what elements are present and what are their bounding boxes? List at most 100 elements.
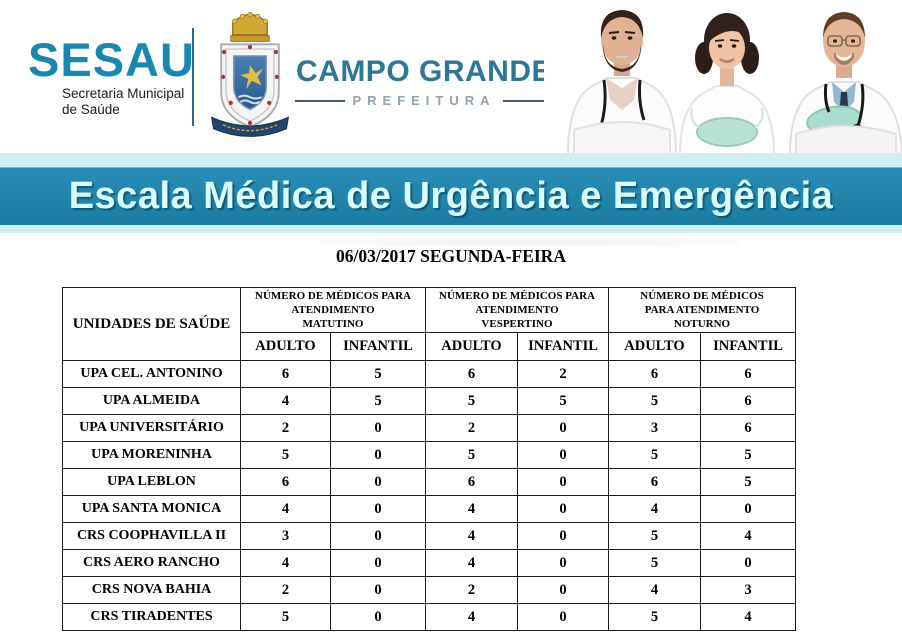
- group-header-row: UNIDADES DE SAÚDE NÚMERO DE MÉDICOS PARA…: [62, 287, 796, 361]
- sub-header-adulto: ADULTO: [240, 332, 331, 361]
- unit-name: CRS AERO RANCHO: [62, 549, 241, 577]
- doctor-count: 4: [700, 522, 796, 550]
- doctor-count: 0: [330, 414, 426, 442]
- sesau-subtitle-line2: de Saúde: [62, 102, 120, 118]
- unit-name: CRS COOPHAVILLA II: [62, 522, 241, 550]
- doctor-count: 4: [425, 522, 518, 550]
- doctor-count: 0: [330, 549, 426, 577]
- doctor-count: 4: [240, 549, 331, 577]
- unit-name: CRS TIRADENTES: [62, 603, 241, 631]
- doctor-count: 6: [240, 360, 331, 388]
- doctor-count: 5: [517, 387, 609, 415]
- three-doctors-photo: [544, 0, 902, 155]
- table-row: UPA UNIVERSITÁRIO 2 0 2 0 3 6: [62, 414, 796, 442]
- doctor-count: 5: [330, 360, 426, 388]
- doctor-count: 6: [608, 468, 701, 496]
- doctor-count: 5: [425, 387, 518, 415]
- sesau-subtitle-line1: Secretaria Municipal: [62, 86, 185, 101]
- doctor-count: 5: [700, 468, 796, 496]
- doctor-count: 0: [330, 441, 426, 469]
- unit-name: UPA SANTA MONICA: [62, 495, 241, 523]
- doctor-count: 5: [240, 603, 331, 631]
- doctor-count: 0: [330, 468, 426, 496]
- prefeitura-line-right: [502, 99, 553, 102]
- doctor-count: 6: [425, 468, 518, 496]
- group-header-line: NÚMERO DE MÉDICOS: [640, 289, 764, 302]
- group-header-line: MATUTINO: [302, 318, 364, 331]
- group-header-matutino: NÚMERO DE MÉDICOS PARA ATENDIMENTO MATUT…: [240, 287, 426, 333]
- doctor-count: 3: [700, 576, 796, 604]
- group-header-line: NÚMERO DE MÉDICOS PARA: [439, 289, 595, 302]
- group-header-line: NÚMERO DE MÉDICOS PARA: [255, 289, 411, 302]
- sub-header-adulto: ADULTO: [608, 332, 701, 361]
- logo-divider: [192, 28, 194, 126]
- banner-top-strip: [0, 153, 902, 167]
- schedule-table-body: UPA CEL. ANTONINO 6 5 6 2 6 6 UPA ALMEIDA 4 5 5 5 5 6…: [62, 360, 796, 631]
- doctor-count: 2: [240, 414, 331, 442]
- doctor-count: 0: [330, 522, 426, 550]
- doctor-count: 0: [517, 441, 609, 469]
- table-row: UPA SANTA MONICA 4 0 4 0 4 0: [62, 495, 796, 523]
- doctor-count: 0: [517, 522, 609, 550]
- doctor-count: 0: [517, 495, 609, 523]
- doctor-count: 2: [240, 576, 331, 604]
- sub-header-adulto: ADULTO: [425, 332, 518, 361]
- doctor-count: 0: [517, 468, 609, 496]
- doctor-count: 6: [608, 360, 701, 388]
- doctor-count: 5: [700, 441, 796, 469]
- group-header-noturno: NÚMERO DE MÉDICOS PARA ATENDIMENTO NOTUR…: [608, 287, 796, 333]
- doctor-count: 0: [330, 576, 426, 604]
- doctor-count: 0: [330, 495, 426, 523]
- page-title: Escala Médica de Urgência e Emergência: [68, 175, 834, 217]
- doctor-count: 4: [608, 576, 701, 604]
- unit-name: UPA UNIVERSITÁRIO: [62, 414, 241, 442]
- table-row: UPA LEBLON 6 0 6 0 6 5: [62, 468, 796, 496]
- sesau-logo: SESAU Secretaria Municipal de Saúde: [28, 36, 195, 118]
- doctor-male-beard: [566, 10, 678, 155]
- table-row: CRS COOPHAVILLA II 3 0 4 0 5 4: [62, 522, 796, 550]
- group-header-line: PARA ATENDIMENTO: [644, 303, 760, 316]
- group-header-vespertino: NÚMERO DE MÉDICOS PARA ATENDIMENTO VESPE…: [425, 287, 609, 333]
- sesau-subtitle: Secretaria Municipal de Saúde: [62, 86, 195, 118]
- table-row: CRS NOVA BAHIA 2 0 2 0 4 3: [62, 576, 796, 604]
- doctor-count: 4: [608, 495, 701, 523]
- doctor-count: 0: [517, 549, 609, 577]
- prefeitura-row: PREFEITURA: [295, 93, 553, 108]
- doctor-count: 5: [608, 441, 701, 469]
- table-row: UPA CEL. ANTONINO 6 5 6 2 6 6: [62, 360, 796, 388]
- table-row: UPA ALMEIDA 4 5 5 5 5 6: [62, 387, 796, 415]
- header: SESAU Secretaria Municipal de Saúde: [0, 0, 902, 155]
- table-row: UPA MORENINHA 5 0 5 0 5 5: [62, 441, 796, 469]
- campo-grande-coat-of-arms-icon: [210, 11, 290, 137]
- doctor-count: 5: [608, 549, 701, 577]
- doctor-count: 5: [425, 441, 518, 469]
- doctor-count: 3: [608, 414, 701, 442]
- doctor-count: 4: [425, 495, 518, 523]
- unit-name: UPA MORENINHA: [62, 441, 241, 469]
- sub-header-infantil: INFANTIL: [700, 332, 796, 361]
- unit-name: CRS NOVA BAHIA: [62, 576, 241, 604]
- doctor-count: 6: [700, 387, 796, 415]
- doctor-count: 3: [240, 522, 331, 550]
- doctor-count: 6: [700, 360, 796, 388]
- doctor-count: 4: [240, 387, 331, 415]
- doctor-count: 0: [700, 495, 796, 523]
- doctor-count: 2: [517, 360, 609, 388]
- doctor-count: 4: [700, 603, 796, 631]
- sesau-logo-text: SESAU: [28, 33, 195, 86]
- title-banner: Escala Médica de Urgência e Emergência: [0, 167, 902, 225]
- doctor-count: 0: [517, 603, 609, 631]
- unit-name: UPA LEBLON: [62, 468, 241, 496]
- schedule-table: UNIDADES DE SAÚDE NÚMERO DE MÉDICOS PARA…: [62, 287, 796, 631]
- scan-artifact: [320, 237, 740, 247]
- city-name: CAMPO GRANDE: [295, 55, 552, 88]
- doctor-count: 6: [425, 360, 518, 388]
- group-header-line: ATENDIMENTO: [475, 303, 559, 316]
- sub-header-infantil: INFANTIL: [330, 332, 426, 361]
- doctor-count: 5: [240, 441, 331, 469]
- table-row: CRS AERO RANCHO 4 0 4 0 5 0: [62, 549, 796, 577]
- table-row: CRS TIRADENTES 5 0 4 0 5 4: [62, 603, 796, 631]
- doctor-count: 5: [608, 387, 701, 415]
- doctor-count: 0: [517, 576, 609, 604]
- group-header-line: ATENDIMENTO: [291, 303, 375, 316]
